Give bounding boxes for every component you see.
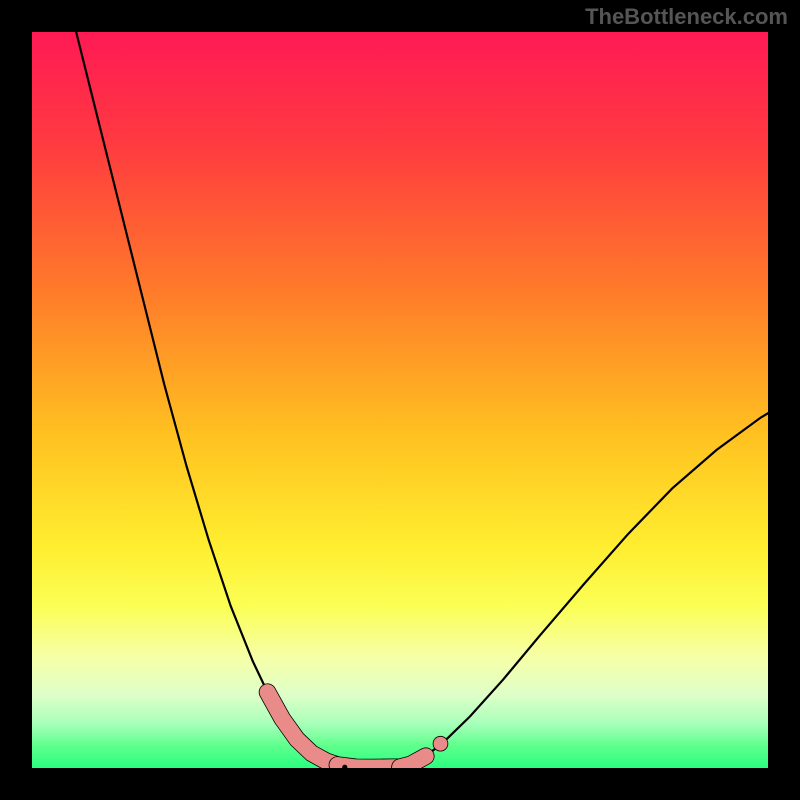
watermark-text: TheBottleneck.com: [585, 4, 788, 30]
chart-root: TheBottleneck.com: [0, 0, 800, 800]
detached-dot: [433, 737, 447, 751]
plot-gradient-area: [32, 32, 768, 768]
chart-svg: [0, 0, 800, 800]
